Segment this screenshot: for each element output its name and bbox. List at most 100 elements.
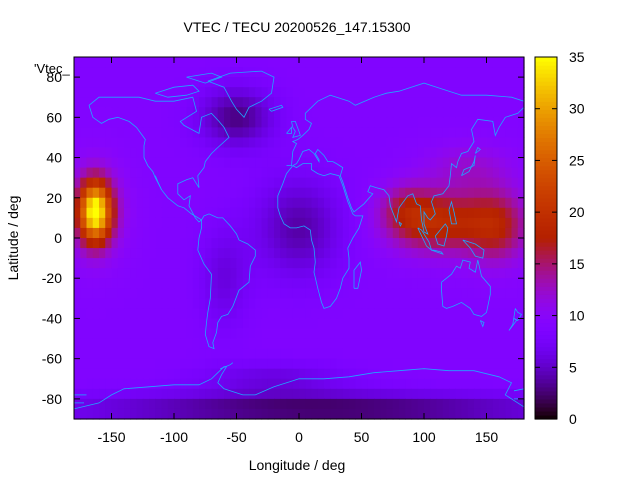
- heatmap-cell: [442, 217, 450, 229]
- heatmap-cell: [230, 278, 238, 289]
- heatmap-cell: [392, 117, 400, 128]
- heatmap-cell: [86, 107, 94, 118]
- heatmap-cell: [136, 298, 144, 309]
- heatmap-cell: [386, 147, 394, 159]
- heatmap-cell: [492, 87, 500, 98]
- heatmap-cell: [224, 368, 231, 380]
- heatmap-cell: [99, 217, 106, 229]
- heatmap-cell: [80, 187, 88, 199]
- heatmap-cell: [136, 348, 144, 360]
- heatmap-cell: [86, 268, 94, 279]
- heatmap-cell: [405, 378, 413, 390]
- heatmap-cell: [324, 258, 331, 269]
- heatmap-cell: [461, 137, 469, 149]
- heatmap-cell: [274, 388, 281, 400]
- heatmap-cell: [355, 298, 363, 309]
- heatmap-cell: [255, 67, 263, 78]
- heatmap-cell: [430, 147, 438, 159]
- heatmap-cell: [130, 368, 138, 380]
- heatmap-cell: [80, 398, 88, 410]
- heatmap-cell: [311, 368, 319, 380]
- heatmap-cell: [224, 408, 231, 420]
- heatmap-cell: [130, 157, 138, 169]
- heatmap-cell: [286, 258, 294, 269]
- heatmap-cell: [211, 127, 219, 139]
- heatmap-cell: [517, 227, 525, 239]
- heatmap-cell: [180, 127, 188, 139]
- heatmap-cell: [274, 77, 281, 88]
- heatmap-cell: [105, 107, 113, 118]
- heatmap-cell: [117, 77, 125, 88]
- heatmap-cell: [86, 197, 94, 209]
- heatmap-cell: [92, 157, 100, 169]
- heatmap-cell: [192, 328, 200, 340]
- heatmap-cell: [367, 238, 375, 249]
- heatmap-cell: [117, 127, 125, 139]
- heatmap-cell: [367, 318, 375, 330]
- heatmap-cell: [86, 217, 94, 229]
- heatmap-cell: [174, 57, 181, 68]
- heatmap-cell: [261, 298, 269, 309]
- heatmap-cell: [436, 117, 444, 128]
- heatmap-cell: [161, 107, 169, 118]
- heatmap-cell: [224, 67, 231, 78]
- heatmap-cell: [455, 127, 463, 139]
- heatmap-cell: [192, 97, 200, 108]
- heatmap-cell: [286, 87, 294, 98]
- heatmap-cell: [199, 227, 206, 239]
- heatmap-cell: [124, 378, 131, 390]
- heatmap-cell: [111, 248, 119, 259]
- heatmap-cell: [292, 197, 300, 209]
- heatmap-cell: [455, 227, 463, 239]
- heatmap-cell: [505, 258, 513, 269]
- heatmap-cell: [242, 298, 250, 309]
- heatmap-cell: [286, 328, 294, 340]
- heatmap-cell: [149, 167, 156, 179]
- heatmap-cell: [367, 278, 375, 289]
- heatmap-cell: [499, 268, 506, 279]
- heatmap-cell: [280, 258, 288, 269]
- heatmap-cell: [430, 328, 438, 340]
- heatmap-cell: [161, 167, 169, 179]
- heatmap-cell: [449, 67, 456, 78]
- heatmap-cell: [205, 197, 213, 209]
- heatmap-cell: [149, 268, 156, 279]
- heatmap-cell: [74, 288, 81, 299]
- heatmap-cell: [124, 87, 131, 98]
- heatmap-cell: [480, 378, 488, 390]
- heatmap-cell: [311, 127, 319, 139]
- heatmap-cell: [361, 338, 369, 350]
- heatmap-cell: [305, 167, 313, 179]
- heatmap-cell: [349, 408, 356, 420]
- heatmap-cell: [174, 258, 181, 269]
- heatmap-cell: [417, 167, 425, 179]
- heatmap-cell: [467, 348, 475, 360]
- heatmap-cell: [461, 97, 469, 108]
- heatmap-cell: [142, 338, 150, 350]
- heatmap-cell: [367, 398, 375, 410]
- heatmap-cell: [399, 238, 406, 249]
- heatmap-cell: [436, 77, 444, 88]
- heatmap-cell: [286, 187, 294, 199]
- heatmap-cell: [480, 328, 488, 340]
- heatmap-cell: [405, 217, 413, 229]
- heatmap-cell: [236, 207, 244, 219]
- heatmap-cell: [161, 97, 169, 108]
- heatmap-cell: [180, 197, 188, 209]
- heatmap-cell: [355, 147, 363, 159]
- heatmap-cell: [136, 358, 144, 370]
- heatmap-cell: [430, 227, 438, 239]
- heatmap-cell: [142, 67, 150, 78]
- colorbar-cell: [535, 286, 557, 291]
- heatmap-cell: [342, 308, 350, 320]
- heatmap-cell: [330, 117, 338, 128]
- heatmap-cell: [142, 278, 150, 289]
- heatmap-cell: [417, 107, 425, 118]
- colorbar-cell: [535, 149, 557, 155]
- heatmap-cell: [467, 258, 475, 269]
- heatmap-cell: [230, 268, 238, 279]
- heatmap-cell: [155, 378, 163, 390]
- heatmap-cell: [155, 67, 163, 78]
- heatmap-cell: [286, 298, 294, 309]
- x-axis-label: Longitude / deg: [249, 457, 346, 473]
